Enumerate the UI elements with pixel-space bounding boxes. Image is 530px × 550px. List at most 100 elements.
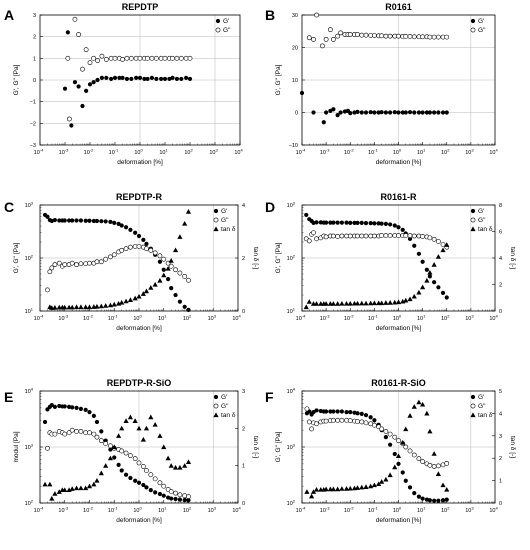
x-axis-label: deformation [%] bbox=[376, 159, 422, 166]
data-point bbox=[69, 304, 75, 310]
x-tick-label: 10-2 bbox=[344, 148, 354, 157]
data-point bbox=[173, 292, 178, 298]
data-point bbox=[169, 496, 174, 501]
data-point bbox=[396, 225, 401, 230]
data-point bbox=[70, 218, 75, 223]
data-point bbox=[161, 483, 167, 489]
data-point bbox=[119, 223, 124, 228]
data-point bbox=[182, 273, 188, 279]
chart-title: R0161-R-SiO bbox=[371, 378, 426, 388]
data-point bbox=[157, 253, 163, 259]
panel-d: 10-4 10-3 10-2 10-1 100 101 102 103 104 deformati… bbox=[265, 192, 516, 332]
data-point bbox=[159, 76, 164, 82]
data-point bbox=[314, 12, 319, 18]
data-point bbox=[431, 34, 437, 40]
data-point bbox=[158, 55, 164, 61]
data-point bbox=[47, 269, 53, 275]
data-point bbox=[330, 233, 336, 239]
data-point bbox=[440, 290, 446, 295]
data-point bbox=[416, 289, 422, 295]
data-point bbox=[309, 493, 315, 499]
data-point bbox=[444, 486, 450, 492]
y2-tick-label: 0 bbox=[242, 501, 245, 507]
data-point bbox=[177, 464, 183, 470]
data-point bbox=[344, 409, 349, 415]
data-point bbox=[323, 486, 329, 492]
data-point bbox=[65, 30, 70, 35]
data-point bbox=[335, 220, 340, 225]
chart-title: REPDTP-R-SiO bbox=[107, 378, 172, 388]
data-point bbox=[436, 498, 441, 503]
data-point bbox=[403, 233, 409, 238]
y-axis-label: G', G'' [Pa] bbox=[275, 431, 282, 462]
series-g-0 bbox=[304, 212, 449, 300]
data-point bbox=[339, 486, 345, 491]
data-point bbox=[62, 262, 68, 268]
data-point bbox=[137, 75, 143, 80]
data-point bbox=[168, 463, 174, 468]
data-point bbox=[444, 242, 450, 247]
data-point bbox=[392, 464, 398, 470]
data-point bbox=[359, 484, 365, 490]
data-point bbox=[173, 496, 178, 502]
y2-tick-label: 6 bbox=[499, 230, 502, 236]
data-point bbox=[400, 227, 405, 232]
data-point bbox=[123, 472, 129, 477]
data-point bbox=[127, 297, 134, 302]
data-point bbox=[395, 299, 402, 305]
x-tick-label: 10-3 bbox=[320, 148, 330, 157]
x-tick-label: 103 bbox=[465, 314, 474, 323]
data-point bbox=[62, 86, 68, 91]
data-point bbox=[304, 489, 310, 494]
data-point bbox=[371, 482, 377, 488]
legend-marker bbox=[470, 27, 476, 33]
data-point bbox=[108, 254, 113, 260]
data-point bbox=[148, 472, 154, 478]
data-point bbox=[66, 430, 72, 436]
data-point bbox=[103, 57, 109, 62]
series-g-1 bbox=[303, 230, 450, 250]
data-point bbox=[45, 287, 50, 293]
data-point bbox=[339, 417, 345, 423]
data-point bbox=[42, 419, 48, 425]
x-tick-label: 10-1 bbox=[108, 314, 118, 323]
data-point bbox=[183, 55, 189, 61]
data-point bbox=[363, 32, 369, 38]
data-point bbox=[396, 233, 401, 238]
data-point bbox=[166, 276, 171, 282]
data-point bbox=[383, 476, 389, 482]
data-point bbox=[179, 76, 184, 82]
x-tick-label: 100 bbox=[133, 506, 142, 515]
data-point bbox=[387, 431, 393, 437]
data-point bbox=[187, 76, 193, 82]
data-point bbox=[355, 411, 360, 416]
data-point bbox=[323, 234, 329, 240]
data-point bbox=[432, 110, 437, 115]
data-point bbox=[407, 413, 413, 418]
data-point bbox=[379, 110, 384, 115]
data-point bbox=[67, 218, 72, 223]
data-point bbox=[91, 218, 96, 224]
y-tick-label: −3 bbox=[30, 143, 36, 149]
y-axis: 101 102 103 bbox=[287, 201, 305, 315]
data-point bbox=[119, 425, 125, 431]
y2-axis-label: tan δ [-] bbox=[252, 247, 259, 269]
data-point bbox=[123, 225, 129, 230]
data-point bbox=[182, 493, 188, 499]
data-point bbox=[157, 480, 163, 486]
data-point bbox=[62, 218, 67, 223]
data-point bbox=[103, 219, 108, 224]
x-tick-label: 101 bbox=[417, 314, 426, 323]
legend-marker bbox=[470, 394, 476, 400]
data-point bbox=[392, 110, 397, 115]
data-point bbox=[412, 243, 417, 248]
data-point bbox=[347, 300, 353, 306]
x-tick-label: 102 bbox=[184, 148, 193, 157]
data-point bbox=[343, 486, 350, 491]
data-point bbox=[142, 76, 147, 82]
y-tick-label: 0 bbox=[33, 78, 36, 84]
y-axis: 102 103 104 bbox=[25, 387, 43, 507]
data-point bbox=[371, 422, 377, 428]
data-point bbox=[52, 491, 58, 496]
y-tick-label: −1 bbox=[30, 100, 36, 106]
